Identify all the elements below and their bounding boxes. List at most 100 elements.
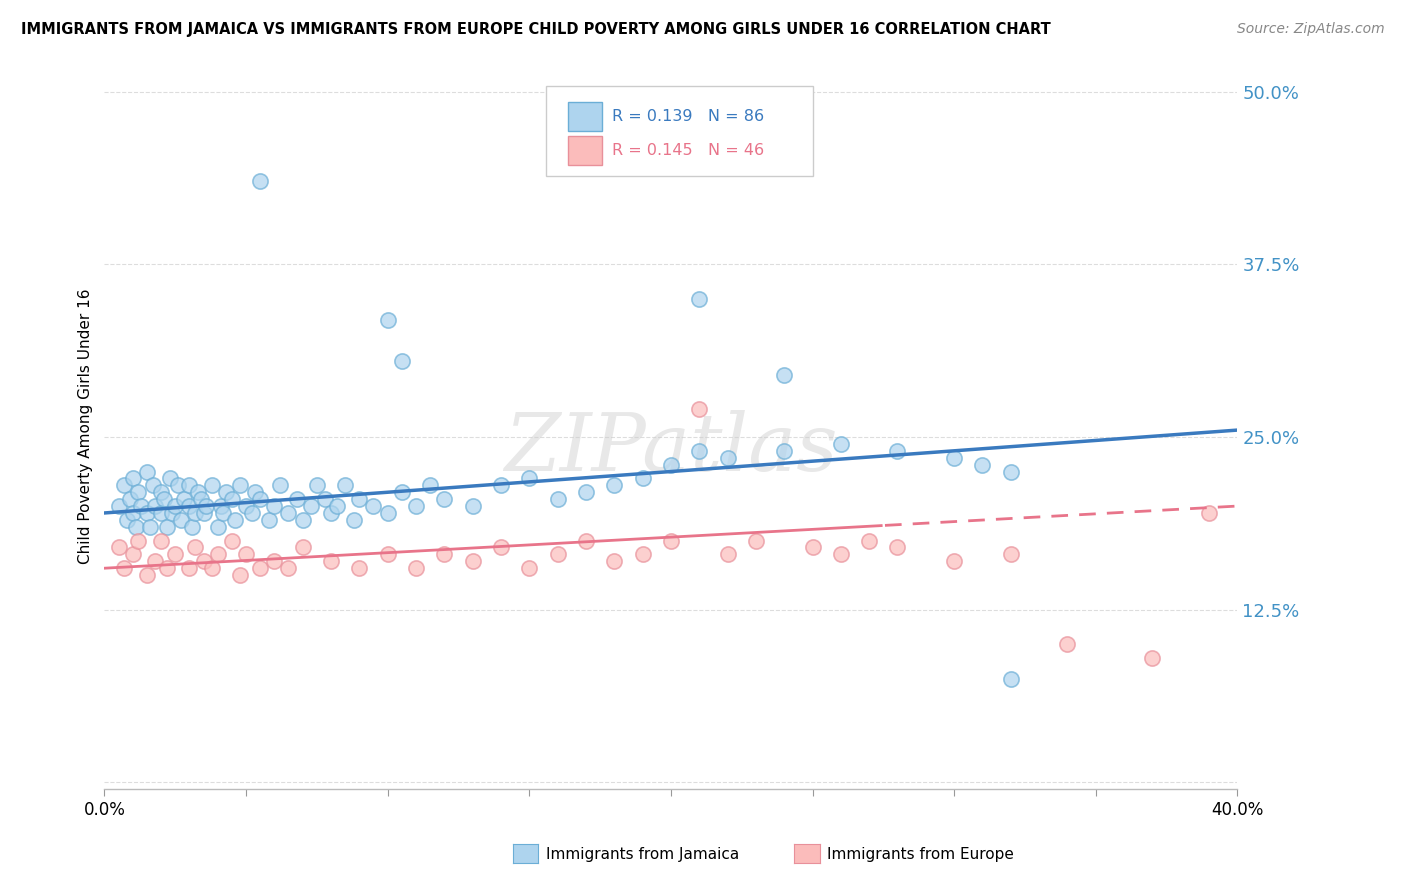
Point bbox=[291, 513, 314, 527]
Point bbox=[333, 478, 356, 492]
Point bbox=[150, 506, 173, 520]
Point bbox=[118, 492, 141, 507]
Point bbox=[547, 548, 569, 562]
Point bbox=[156, 520, 179, 534]
Point bbox=[1000, 465, 1022, 479]
Point bbox=[377, 312, 399, 326]
Point bbox=[349, 492, 371, 507]
Point bbox=[325, 499, 347, 513]
Point bbox=[659, 458, 682, 472]
Point bbox=[121, 506, 143, 520]
Point bbox=[179, 478, 201, 492]
Point bbox=[249, 492, 271, 507]
Point bbox=[193, 506, 215, 520]
Point bbox=[235, 548, 257, 562]
Point bbox=[291, 541, 314, 555]
Point bbox=[433, 492, 456, 507]
Text: R = 0.145   N = 46: R = 0.145 N = 46 bbox=[612, 143, 763, 158]
Point bbox=[243, 485, 266, 500]
Point bbox=[167, 478, 190, 492]
Point bbox=[801, 541, 824, 555]
Point bbox=[229, 478, 252, 492]
Point bbox=[343, 513, 366, 527]
Point bbox=[688, 402, 710, 417]
Text: Source: ZipAtlas.com: Source: ZipAtlas.com bbox=[1237, 22, 1385, 37]
Point bbox=[461, 499, 484, 513]
Point bbox=[221, 492, 243, 507]
Point bbox=[224, 513, 246, 527]
Text: Immigrants from Europe: Immigrants from Europe bbox=[827, 847, 1014, 862]
Point bbox=[517, 471, 540, 485]
Point bbox=[285, 492, 308, 507]
Point bbox=[201, 478, 224, 492]
Point bbox=[135, 568, 157, 582]
Point bbox=[377, 506, 399, 520]
Point bbox=[107, 541, 129, 555]
Text: IMMIGRANTS FROM JAMAICA VS IMMIGRANTS FROM EUROPE CHILD POVERTY AMONG GIRLS UNDE: IMMIGRANTS FROM JAMAICA VS IMMIGRANTS FR… bbox=[21, 22, 1050, 37]
Point bbox=[263, 499, 285, 513]
Point bbox=[405, 561, 427, 575]
Point bbox=[1056, 637, 1078, 651]
Point bbox=[269, 478, 291, 492]
Point bbox=[121, 471, 143, 485]
Point bbox=[603, 554, 626, 568]
Point bbox=[263, 554, 285, 568]
Point bbox=[173, 492, 195, 507]
Point bbox=[150, 485, 173, 500]
Point bbox=[187, 485, 209, 500]
Point bbox=[229, 568, 252, 582]
Point bbox=[631, 471, 654, 485]
Point bbox=[363, 499, 385, 513]
Point bbox=[830, 548, 852, 562]
Point bbox=[190, 492, 212, 507]
Point bbox=[124, 520, 146, 534]
Point bbox=[138, 520, 160, 534]
Point bbox=[659, 533, 682, 548]
Point bbox=[215, 485, 238, 500]
Point bbox=[773, 443, 796, 458]
Point bbox=[129, 499, 152, 513]
Point bbox=[135, 465, 157, 479]
Point bbox=[135, 506, 157, 520]
Y-axis label: Child Poverty Among Girls Under 16: Child Poverty Among Girls Under 16 bbox=[79, 289, 93, 565]
Point bbox=[145, 554, 167, 568]
Point bbox=[305, 478, 328, 492]
Point bbox=[943, 554, 966, 568]
Point bbox=[107, 499, 129, 513]
Point bbox=[201, 561, 224, 575]
FancyBboxPatch shape bbox=[568, 136, 602, 165]
Point bbox=[277, 506, 299, 520]
Point bbox=[112, 478, 135, 492]
FancyBboxPatch shape bbox=[568, 103, 602, 131]
Point bbox=[159, 471, 181, 485]
Point bbox=[1142, 651, 1164, 665]
Point bbox=[209, 499, 232, 513]
Point bbox=[688, 292, 710, 306]
Point bbox=[150, 533, 173, 548]
Point bbox=[489, 541, 512, 555]
Point bbox=[127, 533, 149, 548]
Point bbox=[886, 541, 908, 555]
Point bbox=[631, 548, 654, 562]
Point bbox=[145, 499, 167, 513]
Point bbox=[517, 561, 540, 575]
Point bbox=[141, 478, 163, 492]
Point bbox=[165, 499, 187, 513]
Point bbox=[773, 368, 796, 382]
Point bbox=[170, 513, 193, 527]
Point bbox=[575, 485, 598, 500]
Point bbox=[433, 548, 456, 562]
Point bbox=[745, 533, 768, 548]
Point bbox=[405, 499, 427, 513]
Point bbox=[419, 478, 441, 492]
Text: Immigrants from Jamaica: Immigrants from Jamaica bbox=[546, 847, 738, 862]
Text: R = 0.139   N = 86: R = 0.139 N = 86 bbox=[612, 110, 763, 125]
Point bbox=[943, 450, 966, 465]
Point bbox=[165, 548, 187, 562]
Point bbox=[349, 561, 371, 575]
Point bbox=[181, 520, 204, 534]
Point bbox=[1000, 548, 1022, 562]
Text: ZIPatlas: ZIPatlas bbox=[505, 409, 838, 487]
Point bbox=[127, 485, 149, 500]
Point bbox=[115, 513, 138, 527]
